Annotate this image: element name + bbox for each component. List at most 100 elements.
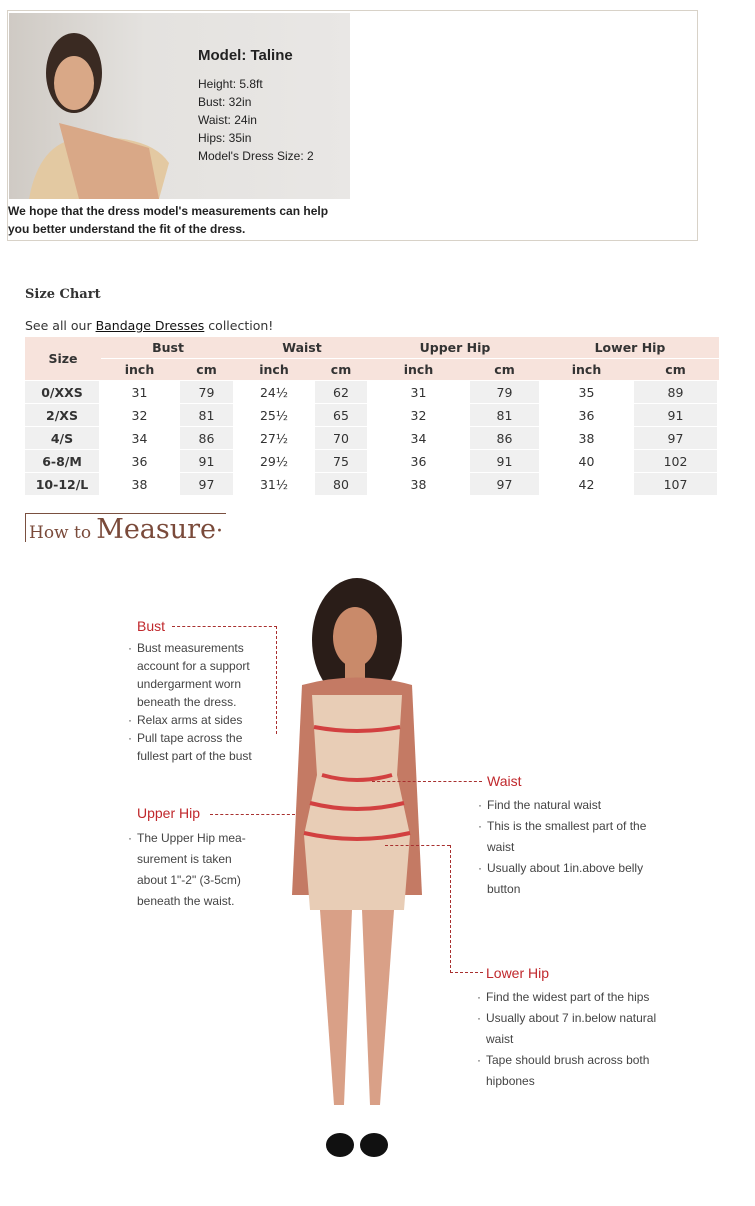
size-chart-table: Size Bust Waist Upper Hip Lower Hip inch… (25, 336, 719, 496)
instruction-line: beneath the dress. (137, 695, 237, 709)
instruction-line: beneath the waist. (137, 894, 235, 908)
value-cell: 97 (632, 427, 719, 449)
value-cell: 31 (410, 384, 427, 400)
instruction-line: Tape should brush across both (477, 1050, 656, 1071)
value-cell: 91 (178, 450, 235, 472)
instruction-line: Usually about 1in.above belly (478, 858, 646, 879)
value-cell: 34 (131, 430, 148, 446)
link-prefix: See all our (25, 318, 96, 333)
unit-header: inch (541, 359, 632, 380)
value-cell: 36 (578, 407, 595, 423)
model-illustration (29, 33, 169, 199)
value-cell: 29½ (259, 453, 289, 469)
value-cell: 80 (313, 473, 369, 495)
unit-header: cm (632, 359, 719, 380)
value-cell: 32 (410, 407, 427, 423)
value-cell: 38 (131, 476, 148, 492)
measure-text: Measure (96, 514, 217, 545)
size-cell: 10-12/L (25, 473, 101, 495)
size-cell: 2/XS (25, 404, 101, 426)
value-cell: 27½ (259, 430, 289, 446)
stat-waist: Waist: 24in (198, 113, 257, 127)
size-cell: 0/XXS (25, 381, 101, 403)
lower-hip-label: Lower Hip (486, 965, 550, 981)
instruction-line: surement is taken (137, 852, 232, 866)
value-cell: 89 (632, 381, 719, 403)
instruction-line: fullest part of the bust (137, 749, 252, 763)
value-cell: 86 (468, 427, 541, 449)
instruction-line: This is the smallest part of the (478, 816, 646, 837)
value-cell: 81 (468, 404, 541, 426)
table-row: 2/XS 32 81 25½ 65 32 81 36 91 (25, 404, 719, 426)
value-cell: 25½ (259, 407, 289, 423)
value-cell: 97 (178, 473, 235, 495)
instruction-line: hipbones (486, 1074, 535, 1088)
table-row: 4/S 34 86 27½ 70 34 86 38 97 (25, 427, 719, 449)
instruction-line: Pull tape across the (128, 729, 252, 747)
instruction-line: The Upper Hip mea- (128, 828, 246, 849)
instruction-line: Relax arms at sides (128, 711, 252, 729)
instruction-line: waist (486, 1032, 514, 1046)
value-cell: 91 (468, 450, 541, 472)
instruction-line: Find the natural waist (478, 795, 646, 816)
value-cell: 70 (313, 427, 369, 449)
instruction-line: undergarment worn (137, 677, 242, 691)
lower-hip-instructions: Find the widest part of the hipsUsually … (477, 987, 656, 1092)
value-cell: 102 (632, 450, 719, 472)
value-cell: 35 (578, 384, 595, 400)
table-row: 10-12/L 38 97 31½ 80 38 97 42 107 (25, 473, 719, 495)
value-cell: 75 (313, 450, 369, 472)
unit-header: cm (178, 359, 235, 380)
value-cell: 31½ (259, 476, 289, 492)
value-cell: 24½ (259, 384, 289, 400)
header-bust: Bust (101, 337, 235, 358)
size-cell: 4/S (25, 427, 101, 449)
how-to-measure-title: How to Measure· (25, 513, 227, 545)
lower-hip-leader-line-top (385, 845, 450, 973)
upper-hip-label: Upper Hip (137, 805, 201, 821)
unit-header: inch (369, 359, 468, 380)
value-cell: 81 (178, 404, 235, 426)
value-cell: 107 (632, 473, 719, 495)
instruction-line: account for a support (137, 659, 250, 673)
header-upper-hip: Upper Hip (369, 337, 541, 358)
value-cell: 86 (178, 427, 235, 449)
lower-hip-leader-line (450, 845, 483, 973)
upper-hip-instructions: The Upper Hip mea-surement is taken about… (128, 828, 246, 912)
value-cell: 91 (632, 404, 719, 426)
unit-header: cm (468, 359, 541, 380)
waist-leader-line (372, 781, 482, 782)
instruction-line: waist (487, 840, 515, 854)
value-cell: 65 (313, 404, 369, 426)
value-cell: 32 (131, 407, 148, 423)
value-cell: 79 (178, 381, 235, 403)
instruction-line: Usually about 7 in.below natural (477, 1008, 656, 1029)
bust-label: Bust (137, 618, 166, 634)
instruction-line: about 1"-2" (3-5cm) (137, 873, 241, 887)
unit-header: cm (313, 359, 369, 380)
model-stats: Height: 5.8ft Bust: 32in Waist: 24in Hip… (198, 75, 314, 165)
value-cell: 36 (131, 453, 148, 469)
header-size: Size (25, 337, 101, 380)
value-cell: 79 (468, 381, 541, 403)
table-row: 6-8/M 36 91 29½ 75 36 91 40 102 (25, 450, 719, 472)
bust-leader-line (172, 626, 277, 734)
instruction-line: Find the widest part of the hips (477, 987, 656, 1008)
value-cell: 31 (131, 384, 148, 400)
collection-text: See all our Bandage Dresses collection! (25, 318, 273, 333)
value-cell: 42 (578, 476, 595, 492)
model-photo (9, 13, 350, 199)
stat-height: Height: 5.8ft (198, 77, 263, 91)
value-cell: 38 (410, 476, 427, 492)
bust-instructions: Bust measurements account for a support un… (128, 639, 252, 765)
how-to-text: How to (29, 523, 92, 543)
model-name: Model: Taline (198, 47, 293, 64)
upper-hip-leader-line (210, 814, 295, 815)
waist-label: Waist (487, 773, 522, 789)
model-figure-illustration (292, 578, 422, 1157)
table-row: 0/XXS 31 79 24½ 62 31 79 35 89 (25, 381, 719, 403)
bandage-dresses-link[interactable]: Bandage Dresses (95, 318, 205, 333)
instruction-line: Bust measurements (128, 639, 252, 657)
size-cell: 6-8/M (25, 450, 101, 472)
unit-header: inch (101, 359, 178, 380)
